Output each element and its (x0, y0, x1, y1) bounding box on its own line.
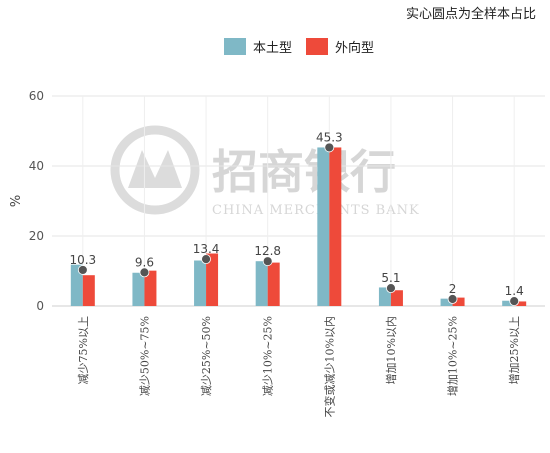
y-tick-label: 20 (29, 229, 44, 243)
sample-point (509, 296, 520, 307)
bar-local (132, 272, 145, 306)
bar-local (255, 261, 268, 306)
category-label: 增加10%~25% (446, 316, 460, 396)
bar-local (440, 298, 453, 306)
category-label: 减少10%~25% (262, 316, 275, 396)
sample-point (201, 254, 211, 265)
data-label: 12.8 (254, 244, 281, 258)
category-label: 减少75%以上 (77, 316, 90, 384)
legend: 本土型 外向型 (224, 38, 374, 56)
category-label: 增加25%以上 (507, 316, 521, 384)
bar-local (502, 300, 515, 306)
bar-export (82, 275, 95, 306)
bar-local (317, 147, 330, 306)
bar-export (206, 253, 219, 306)
data-label: 45.3 (316, 130, 343, 144)
bar-local (378, 287, 391, 306)
sample-points (77, 142, 520, 307)
category-label: 减少25%~50% (200, 316, 213, 396)
bar-export (144, 270, 157, 306)
data-label: 5.1 (381, 271, 400, 285)
y-tick-label: 60 (29, 89, 44, 103)
bar-export (390, 290, 403, 306)
bars (70, 147, 527, 306)
watermark-logo: 招商银行 CHINA MERCHANTS BANK (110, 125, 420, 218)
watermark-subtext: CHINA MERCHANTS BANK (212, 203, 420, 218)
watermark-emblem (110, 125, 200, 215)
y-tick-label: 40 (29, 159, 44, 173)
category-labels: 减少75%以上 减少50%~75% 减少25%~50% 减少10%~25% 不变或减少1… (77, 316, 521, 417)
y-axis-label: % (9, 195, 24, 207)
y-tick-label: 0 (36, 299, 44, 313)
bar-export (329, 147, 342, 306)
sample-point (262, 256, 273, 267)
category-label: 增加10%以内 (384, 316, 398, 384)
bar-local (194, 260, 207, 306)
sample-point (386, 283, 396, 294)
sample-point (447, 294, 458, 304)
chart-note: 实心圆点为全样本占比 (406, 6, 536, 22)
legend-swatch-export (306, 38, 328, 55)
sample-point (77, 265, 88, 275)
legend-label-local: 本土型 (253, 41, 292, 56)
data-label: 10.3 (69, 253, 96, 267)
sample-point (324, 142, 335, 153)
bar-export (514, 301, 527, 306)
category-label: 减少50%~75% (138, 316, 151, 396)
legend-label-export: 外向型 (335, 40, 374, 56)
data-label: 9.6 (135, 255, 154, 269)
legend-swatch-local (224, 38, 246, 55)
data-label: 13.4 (193, 242, 220, 256)
sample-point (139, 267, 150, 278)
bar-export (452, 297, 465, 306)
data-label: 1.4 (505, 284, 524, 298)
bar-export (267, 262, 280, 306)
y-tick-labels: 0 20 40 60 (29, 89, 44, 313)
category-label: 不变或减少10%以内 (322, 316, 336, 417)
data-labels: 10.3 9.6 13.4 12.8 45.3 5.1 2 1.4 (69, 130, 523, 298)
watermark-emblem-mark (128, 150, 182, 188)
watermark-text: 招商银行 (212, 145, 396, 199)
bar-local (70, 264, 83, 306)
data-label: 2 (449, 282, 457, 296)
